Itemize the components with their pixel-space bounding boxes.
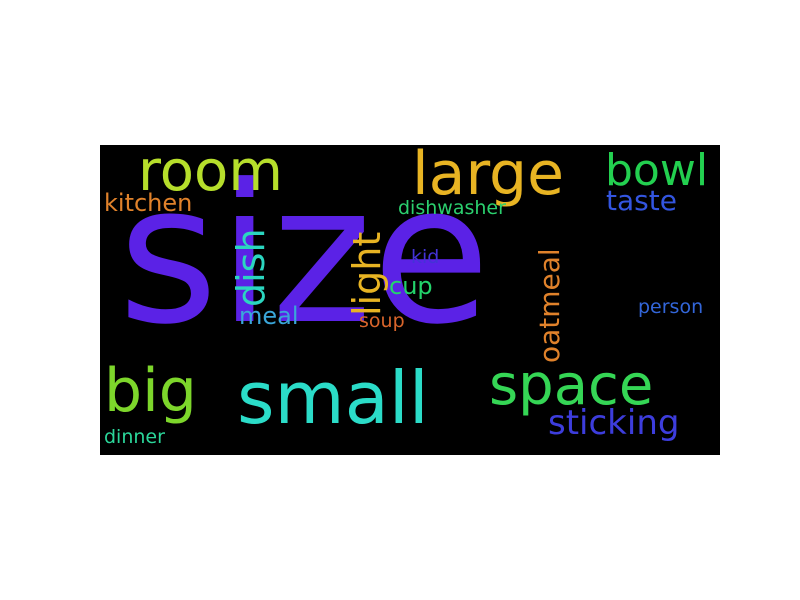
word-taste: taste <box>606 184 677 217</box>
word-meal: meal <box>239 302 299 330</box>
word-size: size <box>118 145 491 367</box>
word-space: space <box>489 353 654 418</box>
word-light: light <box>345 231 389 316</box>
word-soup: soup <box>359 310 405 332</box>
word-sticking: sticking <box>548 403 680 443</box>
word-kitchen: kitchen <box>104 189 193 217</box>
word-small: small <box>237 356 429 440</box>
word-cup: cup <box>389 272 433 300</box>
word-oatmeal: oatmeal <box>533 248 566 363</box>
word-cloud: size room large bowl kitchen dishwasher … <box>100 145 720 455</box>
word-dish: dish <box>229 228 273 307</box>
word-dishwasher: dishwasher <box>398 197 506 219</box>
word-dinner: dinner <box>104 426 165 448</box>
word-kid: kid <box>411 246 440 268</box>
word-bowl: bowl <box>605 145 709 196</box>
word-person: person <box>638 296 704 318</box>
word-room: room <box>138 145 283 204</box>
word-large: large <box>412 145 565 209</box>
word-big: big <box>104 356 197 426</box>
